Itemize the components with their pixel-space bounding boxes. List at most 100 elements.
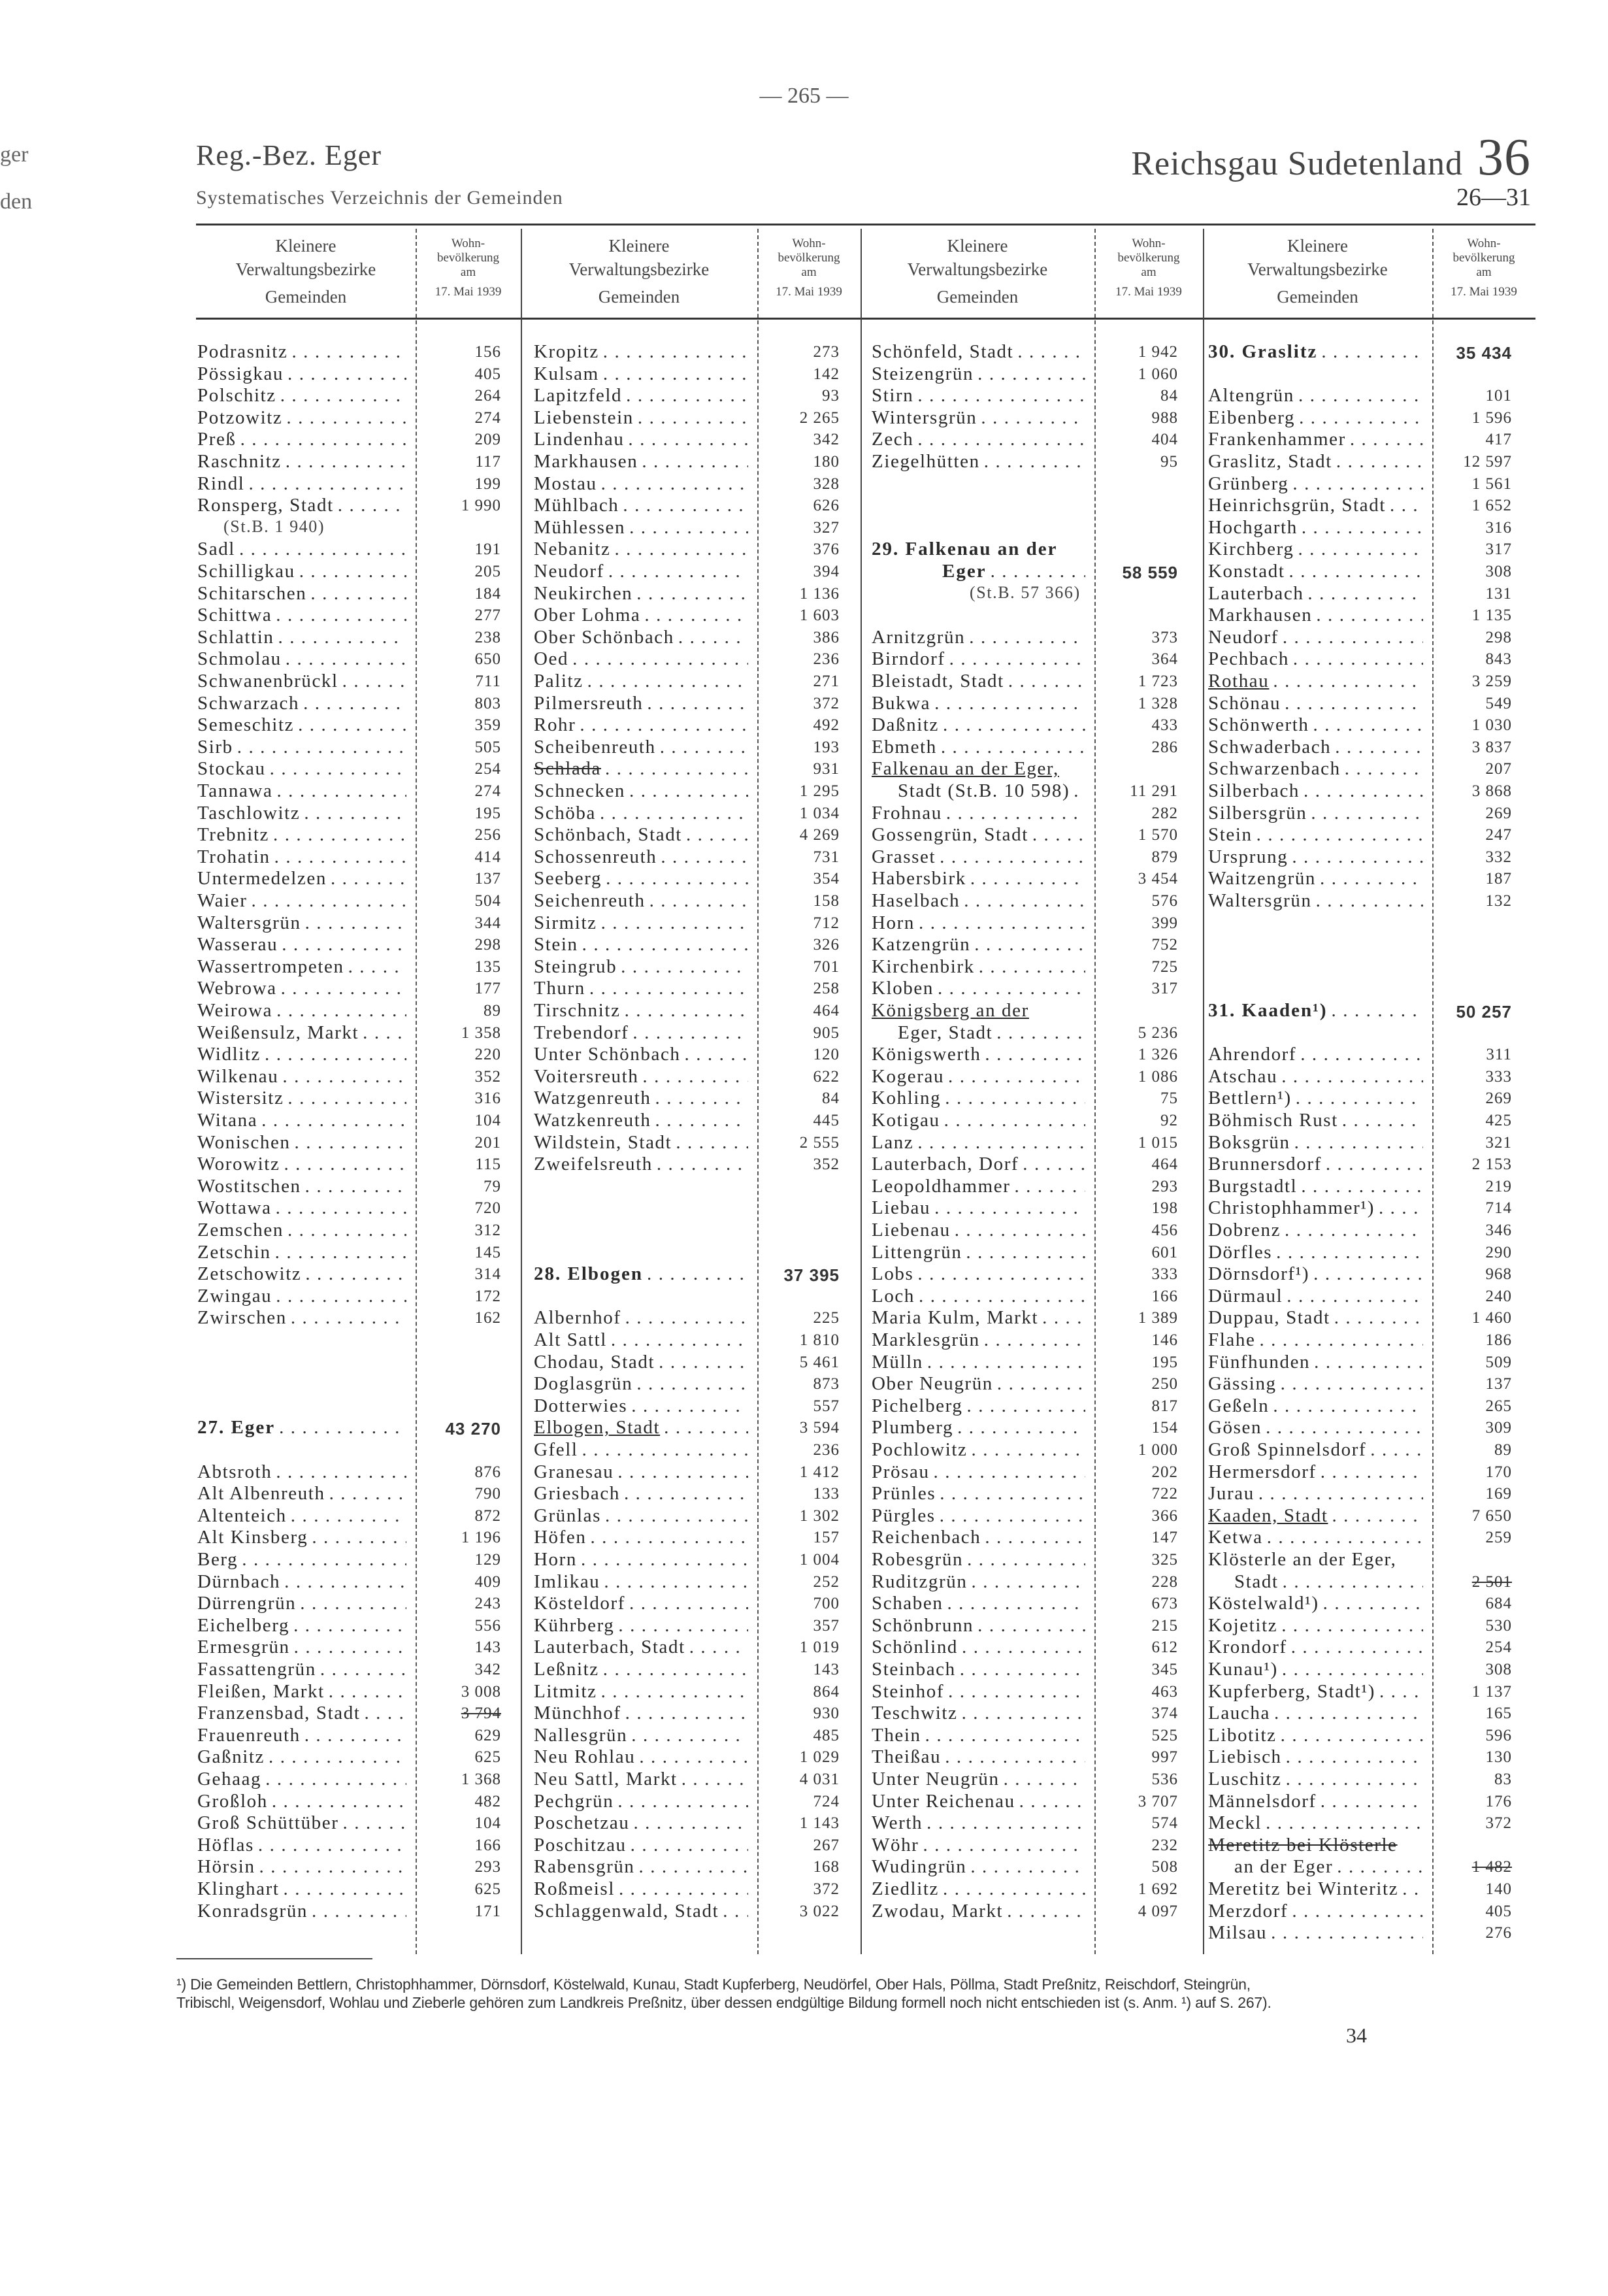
population-value: 997 <box>1151 1748 1178 1767</box>
table-line: 27. Eger <box>197 1417 406 1439</box>
population-value: 612 <box>1151 1639 1178 1657</box>
table-line: Milsau <box>1208 1922 1423 1944</box>
population-value: 725 <box>1151 957 1178 976</box>
population-value: 37 395 <box>783 1265 840 1286</box>
table-line: Hörsin <box>197 1856 406 1878</box>
header-text: Kleinere <box>608 236 670 256</box>
municipality-name: Seichenreuth <box>534 890 646 911</box>
municipality-name: Wildstein, Stadt <box>534 1131 672 1153</box>
table-line: Merzdorf <box>1208 1901 1423 1923</box>
municipality-name: Dürrengrün <box>197 1593 297 1614</box>
municipality-name: Habersbirk <box>872 868 966 890</box>
table-line: Waier <box>197 890 406 912</box>
population-value: 1 368 <box>461 1771 501 1788</box>
population-value: 492 <box>813 716 840 735</box>
table-line: Steinhof <box>872 1681 1085 1703</box>
table-line: Weißensulz, Markt <box>197 1022 406 1044</box>
municipality-name: Waitzengrün <box>1208 868 1317 890</box>
municipality-name: Prünles <box>872 1483 936 1505</box>
table-line: Geßeln <box>1208 1395 1423 1418</box>
table-line: Semeschitz <box>197 714 406 737</box>
population-value: 1 302 <box>799 1506 840 1525</box>
table-line: Schönbrunn <box>872 1615 1085 1637</box>
population-value: 201 <box>474 1133 501 1152</box>
municipality-name: Kropitz <box>534 341 599 362</box>
district-range: 26—31 <box>1456 184 1531 211</box>
header-text: am <box>1476 265 1492 279</box>
population-value: 198 <box>1151 1199 1178 1218</box>
table-line: Kösteldorf <box>534 1593 748 1615</box>
municipality-name: Poschitzau <box>534 1834 627 1855</box>
population-value: 314 <box>474 1265 501 1284</box>
table-line: Litmitz <box>534 1681 748 1703</box>
population-value: 508 <box>1151 1858 1178 1876</box>
population-value: 2 501 <box>1471 1572 1512 1591</box>
municipality-name: Robesgrün <box>872 1549 964 1570</box>
table-line: Littengrün <box>872 1242 1085 1264</box>
table-line: Lauterbach <box>1208 583 1423 605</box>
municipality-name: Untermedelzen <box>197 868 327 890</box>
population-value: 414 <box>474 848 501 866</box>
table-line: Silbersgrün <box>1208 803 1423 825</box>
municipality-name: Ziedlitz <box>872 1878 939 1899</box>
municipality-name: Schöba <box>534 802 596 824</box>
table-line: Gaßnitz <box>197 1746 406 1769</box>
population-value: 372 <box>813 1880 840 1898</box>
municipality-name: Stockau <box>197 758 266 780</box>
population-value: 258 <box>813 980 840 998</box>
municipality-name: Lindenhau <box>534 429 625 450</box>
municipality-name: Chodau, Stadt <box>534 1351 655 1373</box>
population-value: 293 <box>1151 1177 1178 1195</box>
municipality-name: Pilmersreuth <box>534 692 644 714</box>
municipality-name: Luschitz <box>1208 1769 1282 1789</box>
table-line: Steingrub <box>534 956 748 978</box>
population-value: 712 <box>813 914 840 932</box>
table-line: Widlitz <box>197 1044 406 1066</box>
population-value: 879 <box>1151 848 1178 866</box>
municipality-name: Tannawa <box>197 780 273 801</box>
table-line: Christophhammer¹) <box>1208 1197 1423 1220</box>
table-line: Watzgenreuth <box>534 1088 748 1110</box>
municipality-name: Wassertrompeten <box>197 956 344 977</box>
population-value: 325 <box>1151 1551 1178 1569</box>
table-line: Duppau, Stadt <box>1208 1307 1423 1329</box>
municipality-name: Schönlind <box>872 1637 959 1658</box>
municipality-name: Kogerau <box>872 1065 945 1087</box>
table-line: Eger, Stadt <box>898 1022 1085 1044</box>
municipality-name: Tirschnitz <box>534 1000 621 1021</box>
header-text: Gemeinden <box>1277 287 1358 307</box>
population-value: 104 <box>474 1814 501 1833</box>
table-line: Sirmitz <box>534 912 748 935</box>
municipality-name: Kaaden, Stadt <box>1208 1505 1328 1526</box>
table-line: Mostau <box>534 473 748 495</box>
table-line: Lobs <box>872 1263 1085 1286</box>
table-line: Leopoldhammer <box>872 1176 1085 1198</box>
population-value: 293 <box>474 1858 501 1876</box>
population-value: 372 <box>813 694 840 712</box>
table-line: Schitarschen <box>197 583 406 605</box>
table-line: Preß <box>197 429 406 451</box>
column-header-population: Wohn-bevölkerung am 17. Mai 1939 <box>416 237 521 299</box>
municipality-name: Ronsperg, Stadt <box>197 495 334 516</box>
table-line: Grasset <box>872 846 1085 869</box>
table-line: Wottawa <box>197 1197 406 1220</box>
header-text: Verwaltungsbezirke <box>568 259 710 279</box>
population-value: 142 <box>813 365 840 383</box>
population-value: 625 <box>474 1880 501 1898</box>
municipality-name: Wilkenau <box>197 1065 279 1087</box>
population-column-separator <box>1432 229 1434 1954</box>
table-line: Prösau <box>872 1461 1085 1484</box>
population-value: 228 <box>1151 1572 1178 1591</box>
population-value: 328 <box>813 474 840 493</box>
population-value: 317 <box>1485 541 1512 559</box>
population-value: 256 <box>474 826 501 844</box>
population-value: 344 <box>474 914 501 932</box>
population-value: 557 <box>813 1397 840 1415</box>
table-line: Sadl <box>197 539 406 561</box>
table-line: Schönlind <box>872 1637 1085 1659</box>
population-value: 199 <box>474 474 501 493</box>
population-value: 332 <box>1485 848 1512 866</box>
table-line: Stein <box>534 934 748 956</box>
municipality-name: Klösterle an der Eger, <box>1208 1549 1397 1570</box>
population-value: 117 <box>475 453 501 471</box>
